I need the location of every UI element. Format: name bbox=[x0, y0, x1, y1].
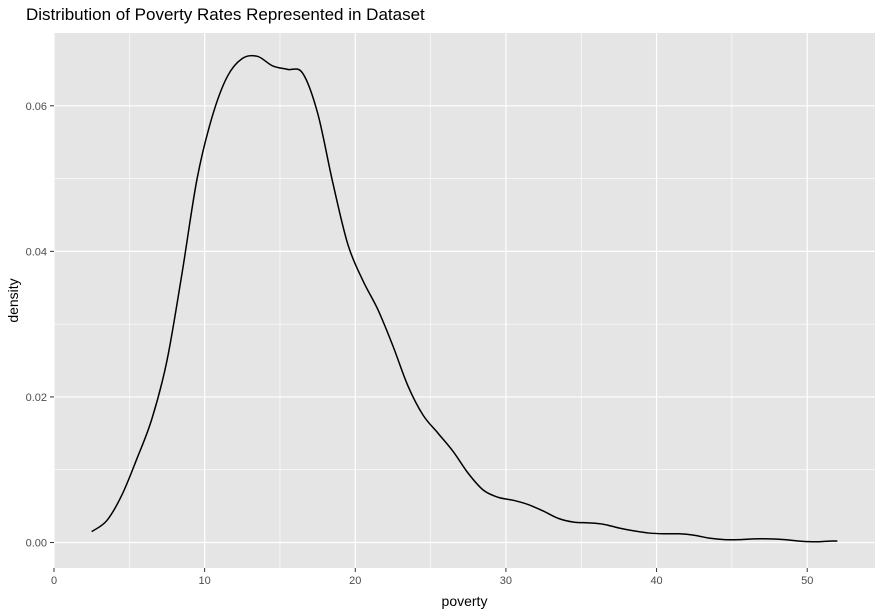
x-axis-title: poverty bbox=[442, 593, 488, 609]
y-tick-label: 0.00 bbox=[26, 538, 47, 550]
x-tick-label: 30 bbox=[500, 575, 512, 587]
x-tick-label: 0 bbox=[51, 575, 57, 587]
major-grid bbox=[53, 33, 875, 568]
y-axis-title: density bbox=[5, 278, 21, 322]
y-tick-label: 0.06 bbox=[26, 101, 47, 113]
density-curve bbox=[91, 54, 838, 543]
x-tick-label: 20 bbox=[349, 575, 361, 587]
x-tick-label: 50 bbox=[801, 575, 813, 587]
x-axis: 0 10 20 30 40 50 bbox=[51, 568, 813, 587]
y-axis: 0.00 0.02 0.04 0.06 bbox=[26, 101, 54, 550]
x-tick-label: 40 bbox=[650, 575, 662, 587]
chart-title: Distribution of Poverty Rates Represente… bbox=[26, 5, 425, 24]
plot-panel bbox=[54, 33, 875, 568]
y-tick-label: 0.04 bbox=[26, 246, 47, 258]
y-tick-label: 0.02 bbox=[26, 392, 47, 404]
x-tick-label: 10 bbox=[199, 575, 211, 587]
